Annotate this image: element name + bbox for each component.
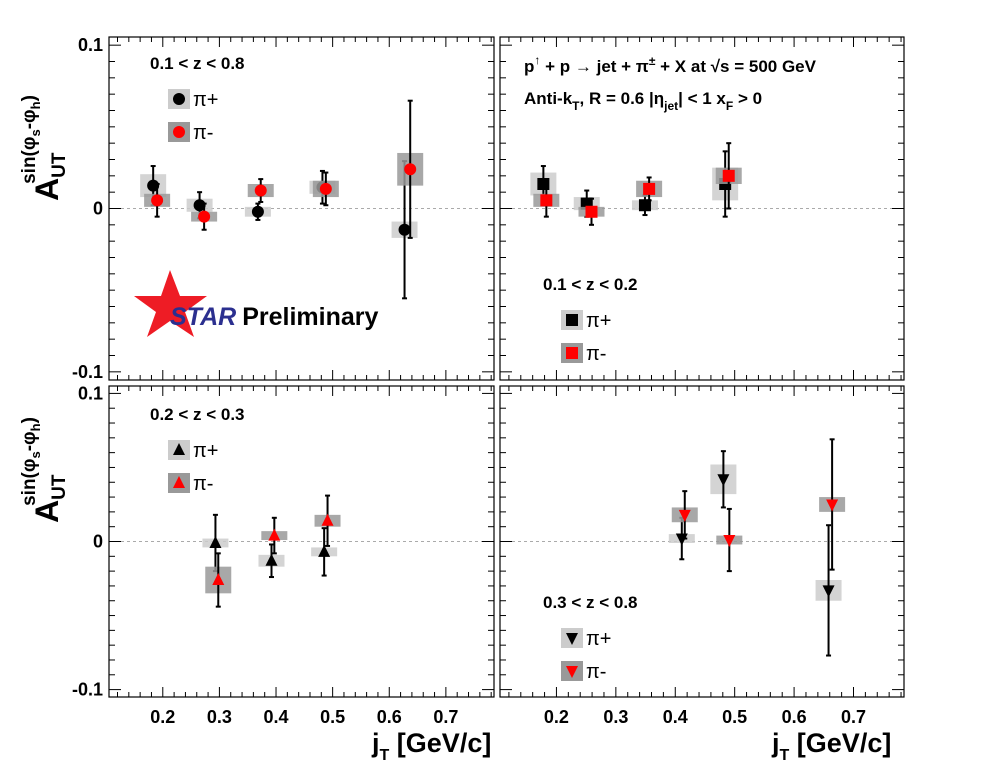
bottom-left-point-pi-minus xyxy=(321,513,334,526)
bottom-right-xtick-label: 0.3 xyxy=(603,707,628,727)
bottom-left-ytick-label: -0.1 xyxy=(72,680,103,700)
bottom-left-xtick-label: 0.3 xyxy=(207,707,232,727)
bottom-right-xtick-label: 0.2 xyxy=(544,707,569,727)
bottom-right-legend-marker xyxy=(566,633,578,645)
bottom-left-legend-label: π+ xyxy=(193,440,218,462)
top-left-point-pi-minus xyxy=(404,163,417,176)
bottom-left-point-pi-minus xyxy=(212,573,225,586)
top-left-legend-marker xyxy=(173,93,185,105)
bottom-left-point-pi-plus xyxy=(318,544,331,557)
top-right-legend-marker xyxy=(566,347,578,359)
top-right-point-pi-plus xyxy=(638,199,651,212)
bottom-right-xtick-label: 0.7 xyxy=(841,707,866,727)
bottom-right-point-pi-plus xyxy=(822,585,835,598)
cuts-title: Anti-kT, R = 0.6 |ηjet| < 1 xF > 0 xyxy=(524,89,762,113)
y-axis-title-top: AUTsin(φs-φh) xyxy=(19,95,70,201)
top-right-z-range-label: 0.1 < z < 0.2 xyxy=(543,275,638,294)
data-layer: 0.1 < z < 0.8 π+ π- 0.1 < z < 0.2 π+ π- 0.2 < … xyxy=(140,54,846,683)
top-left-legend-marker xyxy=(173,126,185,138)
top-left-legend-label: π- xyxy=(193,122,213,144)
top-right-legend-marker xyxy=(566,314,578,326)
top-left-ytick-label: 0.1 xyxy=(78,35,103,55)
bottom-left-xtick-label: 0.2 xyxy=(150,707,175,727)
y-axis-title-bottom: AUTsin(φs-φh) xyxy=(19,417,70,523)
bottom-right-point-pi-minus xyxy=(678,509,691,522)
svg-text:AUTsin(φs-φh): AUTsin(φs-φh) xyxy=(19,95,70,201)
bottom-left-legend-marker xyxy=(173,476,185,488)
x-axis-title-left: jT [GeV/c] xyxy=(371,728,491,764)
bottom-left-point-pi-plus xyxy=(265,553,278,566)
bottom-left-xtick-label: 0.4 xyxy=(264,707,289,727)
svg-text:AUTsin(φs-φh): AUTsin(φs-φh) xyxy=(19,417,70,523)
bottom-left-legend-label: π- xyxy=(193,473,213,495)
bottom-right-xtick-label: 0.4 xyxy=(663,707,688,727)
top-right-legend-label: π+ xyxy=(586,310,611,332)
top-left-z-range-label: 0.1 < z < 0.8 xyxy=(150,54,245,73)
bottom-left-xtick-label: 0.6 xyxy=(377,707,402,727)
bottom-right-legend-label: π- xyxy=(586,661,606,683)
top-left-point-pi-plus xyxy=(398,223,411,236)
top-right-point-pi-minus xyxy=(643,182,656,195)
top-left-ytick-label: 0 xyxy=(93,199,103,219)
bottom-right-legend-marker xyxy=(566,666,578,678)
x-axis-title-right: jT [GeV/c] xyxy=(771,728,891,764)
bottom-left-legend-marker xyxy=(173,443,185,455)
top-left-point-pi-minus xyxy=(254,184,267,197)
top-left-legend-label: π+ xyxy=(193,89,218,111)
bottom-left-xtick-label: 0.5 xyxy=(320,707,345,727)
top-left-point-pi-minus xyxy=(151,194,164,207)
bottom-right-point-pi-minus xyxy=(723,535,736,548)
bottom-right-point-pi-minus xyxy=(826,499,839,512)
bottom-left-point-pi-plus xyxy=(209,535,222,548)
bottom-right-z-range-label: 0.3 < z < 0.8 xyxy=(543,593,638,612)
bottom-left-ytick-label: 0 xyxy=(93,532,103,552)
top-right-point-pi-minus xyxy=(585,205,598,218)
top-left-point-pi-plus xyxy=(251,205,264,218)
bottom-right-xtick-label: 0.5 xyxy=(722,707,747,727)
top-left-point-pi-minus xyxy=(319,182,332,195)
star-logo: STAR Preliminary xyxy=(134,270,378,337)
bottom-right-xtick-label: 0.6 xyxy=(782,707,807,727)
bottom-left-ytick-label: 0.1 xyxy=(78,383,103,403)
top-right-legend-label: π- xyxy=(586,343,606,365)
bottom-left-xtick-label: 0.7 xyxy=(433,707,458,727)
star-preliminary-label: STAR Preliminary xyxy=(170,303,378,331)
bottom-right-legend-label: π+ xyxy=(586,628,611,650)
process-title: p↑ + p → jet + π± + X at √s = 500 GeV xyxy=(524,53,817,76)
star-icon xyxy=(134,270,207,337)
bottom-left-z-range-label: 0.2 < z < 0.3 xyxy=(150,405,245,424)
top-left-point-pi-minus xyxy=(198,210,211,223)
top-right-point-pi-minus xyxy=(722,169,735,182)
bottom-right-point-pi-plus xyxy=(717,474,730,487)
axes-layer: -0.1 0 0.1 0.2 0.3 0.4 0.5 0.6 0.7 -0.1 0 0.1 0.2 0.3… xyxy=(72,35,905,727)
bottom-left-point-pi-minus xyxy=(268,528,281,541)
top-left-point-pi-plus xyxy=(193,199,206,212)
top-right-point-pi-minus xyxy=(540,194,553,207)
top-left-ytick-label: -0.1 xyxy=(72,362,103,382)
